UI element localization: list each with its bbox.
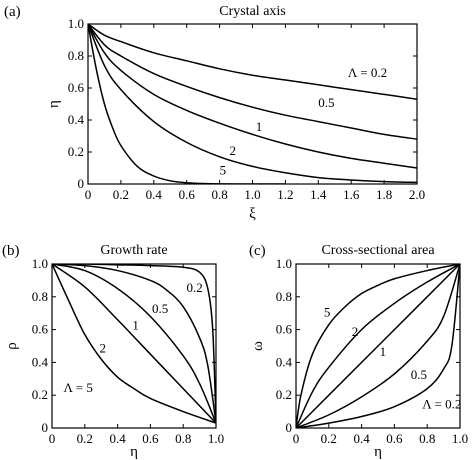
x-axis-label: η bbox=[130, 444, 138, 460]
x-tick-label: 1.0 bbox=[244, 187, 260, 202]
y-tick-label: 0.8 bbox=[276, 289, 292, 304]
curve-series-1 bbox=[296, 264, 460, 428]
curve-series-5 bbox=[52, 264, 216, 424]
panel-2: 0 0.2 0.4 0.6 0.8 1.0 0 0.2 0.4 0.6 0.8 1.0 0.2 0.5 1 2… bbox=[2, 243, 224, 460]
y-tick-label: 0.4 bbox=[276, 354, 293, 369]
y-tick-label: 0 bbox=[286, 420, 293, 435]
x-tick-label: 0.8 bbox=[211, 187, 227, 202]
panel-1: 0 0.2 0.4 0.6 0.8 1.0 1.2 1.4 1.6 1.8 2.0 0 0.2 0.4 0.… bbox=[4, 4, 425, 222]
y-tick-label: 0.4 bbox=[32, 354, 49, 369]
y-tick-label: 0.8 bbox=[68, 48, 84, 63]
y-tick-label: 0.8 bbox=[32, 289, 48, 304]
x-tick-label: 2.0 bbox=[409, 187, 425, 202]
curve-series-3 bbox=[52, 264, 216, 424]
y-tick-label: 0 bbox=[78, 176, 85, 191]
curve-label: 1 bbox=[132, 318, 139, 333]
curve-label: 0.5 bbox=[152, 301, 168, 316]
curve-series-3 bbox=[296, 264, 460, 428]
x-tick-label: 0.4 bbox=[146, 187, 163, 202]
y-tick-label: 0.6 bbox=[32, 322, 49, 337]
curve-label: 0.5 bbox=[411, 367, 427, 382]
y-axis-label: ρ bbox=[4, 342, 20, 350]
x-tick-label: 0.4 bbox=[109, 431, 126, 446]
y-tick-label: 0.6 bbox=[68, 80, 85, 95]
x-tick-label: 0.2 bbox=[113, 187, 129, 202]
curve-series-4 bbox=[52, 264, 216, 424]
y-tick-label: 0.6 bbox=[276, 322, 293, 337]
x-tick-label: 0.8 bbox=[419, 431, 435, 446]
x-tick-label: 1.0 bbox=[208, 431, 224, 446]
y-tick-label: 0.2 bbox=[32, 387, 48, 402]
curve-label: 2 bbox=[229, 143, 236, 158]
x-tick-label: 1.8 bbox=[376, 187, 392, 202]
x-axis-label: η bbox=[374, 444, 382, 460]
x-axis-label: ξ bbox=[249, 206, 256, 222]
curve-series-4 bbox=[296, 264, 460, 428]
curve-label: 1 bbox=[380, 344, 387, 359]
chart-title: Crystal axis bbox=[219, 4, 286, 19]
y-tick-label: 1.0 bbox=[68, 16, 84, 31]
x-tick-label: 1.0 bbox=[452, 431, 468, 446]
curve-series-4 bbox=[88, 24, 417, 184]
y-axis-label: η bbox=[46, 100, 62, 108]
x-tick-label: 0.2 bbox=[77, 431, 93, 446]
curve-series-2 bbox=[296, 264, 460, 428]
panel-label: (b) bbox=[2, 243, 20, 259]
curve-series-1 bbox=[52, 264, 216, 424]
curve-series-3 bbox=[88, 24, 417, 169]
curve-label: 2 bbox=[352, 324, 359, 339]
curve-label: 0.5 bbox=[318, 95, 334, 110]
curve-label: Λ = 5 bbox=[63, 380, 92, 395]
curve-label: Λ = 0.2 bbox=[348, 65, 387, 80]
y-tick-label: 0 bbox=[42, 420, 49, 435]
x-tick-label: 1.2 bbox=[277, 187, 293, 202]
x-tick-label: 0.6 bbox=[142, 431, 159, 446]
curve-label: 0.2 bbox=[186, 280, 202, 295]
curve-series-2 bbox=[52, 264, 216, 424]
curve-series-5 bbox=[88, 24, 286, 184]
y-tick-label: 0.2 bbox=[68, 144, 84, 159]
curve-label: 1 bbox=[256, 119, 262, 134]
chart-title: Cross-sectional area bbox=[321, 243, 435, 258]
x-tick-label: 1.6 bbox=[343, 187, 360, 202]
x-tick-label: 1.4 bbox=[310, 187, 327, 202]
y-tick-label: 0.4 bbox=[68, 112, 85, 127]
x-tick-label: 0.4 bbox=[353, 431, 370, 446]
plot-frame bbox=[295, 263, 461, 429]
y-tick-label: 1.0 bbox=[32, 256, 48, 271]
curve-series-1 bbox=[88, 24, 417, 100]
x-tick-label: 0 bbox=[85, 187, 92, 202]
x-tick-label: 0.6 bbox=[386, 431, 403, 446]
x-tick-label: 0 bbox=[49, 431, 56, 446]
y-tick-label: 1.0 bbox=[276, 256, 292, 271]
curve-label: Λ = 0.2 bbox=[422, 396, 461, 411]
curve-series-2 bbox=[88, 24, 417, 140]
x-tick-label: 0 bbox=[293, 431, 300, 446]
x-tick-label: 0.8 bbox=[175, 431, 191, 446]
panel-label: (c) bbox=[249, 243, 266, 259]
y-axis-label: ω bbox=[250, 341, 266, 351]
plot-frame bbox=[51, 263, 217, 429]
x-tick-label: 0.2 bbox=[321, 431, 337, 446]
x-tick-label: 0.6 bbox=[179, 187, 196, 202]
panel-3: 0 0.2 0.4 0.6 0.8 1.0 0 0.2 0.4 0.6 0.8 1.0 5 2 1 0.5 Λ … bbox=[249, 243, 468, 460]
y-tick-label: 0.2 bbox=[276, 387, 292, 402]
curve-label: 5 bbox=[324, 304, 331, 319]
curve-label: 2 bbox=[100, 341, 107, 356]
panel-label: (a) bbox=[4, 4, 21, 20]
curve-series-5 bbox=[296, 264, 460, 428]
chart-title: Growth rate bbox=[100, 243, 167, 258]
curve-label: 5 bbox=[220, 162, 227, 177]
